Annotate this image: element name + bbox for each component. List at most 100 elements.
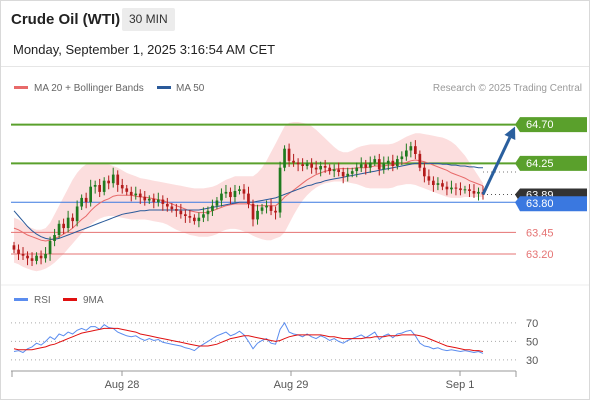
- candle-body: [53, 235, 56, 241]
- candle-body: [278, 167, 282, 213]
- candle: [260, 203, 264, 215]
- level-tag: 64.70: [515, 117, 587, 133]
- candle: [202, 207, 205, 223]
- candle: [427, 169, 431, 185]
- candle-body: [161, 199, 165, 204]
- candle-body: [454, 187, 458, 189]
- candle: [98, 178, 101, 198]
- candle-body: [80, 197, 83, 207]
- candle-body: [346, 173, 350, 177]
- level-label: 63.20: [526, 249, 554, 261]
- rsi-lines: [13, 321, 484, 354]
- timeframe-badge[interactable]: 30 MIN: [122, 8, 175, 31]
- candle: [215, 197, 219, 210]
- candle: [44, 247, 47, 263]
- candle: [377, 153, 381, 176]
- candle-body: [256, 210, 259, 220]
- support-resistance-levels: [11, 123, 516, 255]
- candle-body: [251, 203, 255, 220]
- candle: [418, 150, 422, 172]
- candle-body: [414, 146, 417, 154]
- candle-body: [445, 186, 449, 190]
- candle-body: [377, 159, 381, 170]
- candle: [337, 162, 340, 177]
- candle: [224, 184, 228, 198]
- candle-body: [459, 188, 462, 191]
- legend-swatch-9ma: [63, 298, 77, 301]
- candle: [35, 252, 38, 265]
- candle: [310, 158, 313, 174]
- candle-body: [287, 148, 291, 161]
- watermark: Research © 2025 Trading Central: [433, 83, 582, 94]
- candle: [229, 187, 232, 204]
- candle-body: [152, 198, 156, 203]
- x-tick-label: Sep 1: [446, 379, 475, 391]
- candle: [319, 161, 322, 177]
- candle-body: [175, 209, 178, 211]
- candle: [283, 145, 286, 172]
- candle-body: [111, 174, 115, 184]
- candle: [161, 195, 165, 211]
- candle-body: [247, 193, 250, 204]
- candle: [341, 167, 345, 184]
- candle-body: [450, 187, 453, 190]
- x-tick-label: Aug 29: [274, 379, 309, 391]
- candle-body: [184, 214, 187, 216]
- candle: [233, 184, 237, 203]
- candle: [93, 180, 97, 194]
- candle: [251, 199, 255, 227]
- candle: [184, 209, 187, 223]
- candle: [391, 154, 395, 172]
- candle-body: [477, 191, 480, 194]
- candle: [84, 192, 88, 209]
- candle-body: [355, 167, 359, 172]
- candle-body: [373, 159, 377, 163]
- candle: [414, 140, 417, 160]
- candle-body: [89, 186, 92, 203]
- candle-body: [129, 191, 133, 196]
- candle-body: [292, 160, 295, 163]
- candlesticks: [12, 140, 485, 267]
- candle-body: [319, 166, 322, 170]
- candle-body: [138, 193, 142, 197]
- candle-body: [463, 189, 467, 191]
- legend-swatch-ma50: [157, 86, 171, 89]
- candle-body: [125, 188, 129, 192]
- candle: [472, 184, 476, 198]
- candle-body: [382, 163, 386, 170]
- candle: [120, 178, 124, 194]
- candle: [364, 159, 368, 175]
- candle: [138, 189, 142, 204]
- candle-body: [93, 185, 97, 187]
- legend-label-ma20: MA 20 + Bollinger Bands: [34, 83, 144, 94]
- rsi-tick-label: 30: [526, 355, 538, 367]
- candle: [359, 157, 363, 173]
- rsi-9ma-line: [13, 327, 484, 352]
- candle: [400, 151, 404, 166]
- candle: [152, 193, 156, 209]
- level-tag-bg: [515, 196, 587, 212]
- candle: [30, 252, 34, 267]
- candle: [405, 143, 408, 161]
- candle-body: [400, 156, 404, 160]
- candle: [116, 170, 120, 192]
- candle-body: [396, 159, 399, 166]
- candle: [102, 177, 106, 196]
- candle: [355, 162, 359, 178]
- candle: [346, 167, 350, 182]
- candle-body: [441, 183, 444, 187]
- candle-body: [75, 206, 79, 222]
- candle: [80, 194, 83, 210]
- candle-body: [66, 217, 70, 228]
- candle: [332, 164, 336, 178]
- x-tick-label: Aug 28: [105, 379, 140, 391]
- candle: [238, 185, 241, 195]
- candle-body: [21, 254, 25, 256]
- candle-body: [427, 176, 431, 181]
- candle: [125, 184, 129, 196]
- candle-body: [418, 153, 422, 168]
- candle-body: [436, 183, 440, 185]
- candle: [170, 203, 174, 213]
- candle: [423, 162, 426, 183]
